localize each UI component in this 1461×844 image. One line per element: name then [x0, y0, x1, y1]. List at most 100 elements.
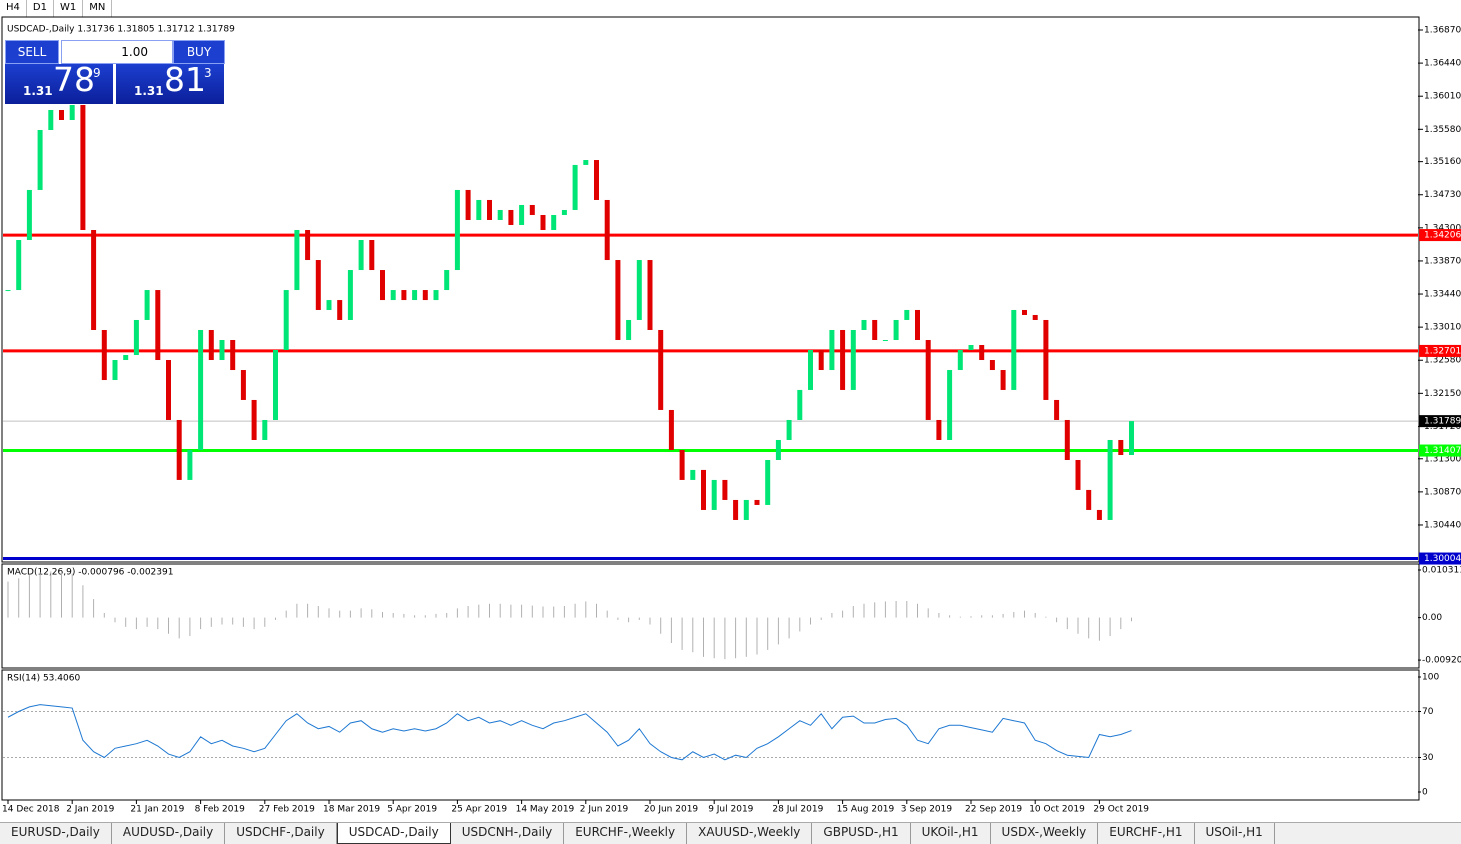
y-tick-label: 1.33870 [1424, 256, 1461, 266]
chart-tab[interactable]: USDCHF-,Daily [225, 823, 337, 844]
x-tick-label: 20 Jun 2019 [644, 805, 698, 815]
candle-body [733, 499, 739, 520]
candle-body [176, 419, 182, 480]
level-label-bg [1419, 344, 1461, 357]
ask-frac: 3 [204, 66, 212, 80]
candle-body [123, 355, 129, 361]
candle-body [519, 204, 525, 225]
candle-body [915, 309, 920, 340]
candle-body [904, 309, 910, 320]
x-tick-label: 25 Apr 2019 [451, 805, 507, 815]
candle-body [775, 439, 781, 461]
candle-body [16, 240, 22, 291]
candle-body [658, 329, 664, 410]
y-tick-label: 1.33440 [1424, 290, 1461, 300]
candle-body [69, 104, 75, 120]
candle-body [454, 189, 460, 271]
candle-body [497, 209, 503, 220]
rsi-line [7, 704, 1132, 761]
candle-body [786, 419, 792, 440]
chart-tab[interactable]: USDX-,Weekly [991, 823, 1099, 844]
candle-body [1064, 419, 1070, 461]
chart-tab[interactable]: EURCHF-,Weekly [564, 823, 688, 844]
candle-body [893, 319, 899, 340]
x-tick-label: 28 Jul 2019 [772, 805, 823, 815]
x-tick-label: 14 Dec 2018 [2, 805, 60, 815]
y-tick-label: 100 [1422, 673, 1439, 683]
x-tick-label: 14 May 2019 [516, 805, 575, 815]
candle-body [347, 270, 353, 320]
level-label: 1.34206 [1424, 231, 1461, 241]
candle-body [166, 360, 171, 420]
x-tick-label: 21 Jan 2019 [130, 805, 184, 815]
candle-body [551, 214, 557, 230]
buy-button[interactable]: BUY [173, 40, 225, 64]
level-label: 1.31407 [1424, 446, 1461, 456]
bid-frac: 9 [93, 66, 101, 80]
y-tick-label: 1.36870 [1424, 26, 1461, 36]
candle-body [604, 199, 610, 261]
x-tick-label: 10 Oct 2019 [1029, 805, 1085, 815]
y-tick-label: 0.010311 [1422, 565, 1461, 575]
level-label-bg [1419, 552, 1461, 565]
candle-body [112, 360, 118, 381]
candle-body [240, 370, 246, 400]
chart-tab[interactable]: GBPUSD-,H1 [812, 823, 911, 844]
candle-body [380, 270, 385, 301]
level-label-bg [1419, 229, 1461, 242]
candle-body [829, 329, 835, 371]
y-tick-label: 1.36010 [1424, 92, 1461, 102]
x-tick-label: 18 Mar 2019 [323, 805, 380, 815]
chart-tab[interactable]: XAUUSD-,Weekly [687, 823, 813, 844]
timeframe-bar: H4 D1 W1 MN [0, 0, 113, 17]
x-tick-label: 9 Jul 2019 [708, 805, 753, 815]
chart: USDCAD-,Daily 1.31736 1.31805 1.31712 1.… [1, 16, 1461, 815]
bid-price[interactable]: 1.31 78 9 [5, 60, 113, 104]
rsi-title: RSI(14) 53.4060 [7, 674, 80, 684]
y-tick-label: 0 [1422, 788, 1428, 798]
chart-tab[interactable]: AUDUSD-,Daily [112, 823, 226, 844]
candle-body [508, 209, 514, 225]
rsi-pane [1, 669, 1420, 801]
y-tick-label: 1.35160 [1424, 157, 1461, 167]
candle-body [326, 300, 332, 310]
candle-body [636, 260, 642, 320]
candle-body [1022, 309, 1027, 315]
chart-tab[interactable]: EURCHF-,H1 [1098, 823, 1195, 844]
candle-body [979, 345, 985, 361]
candle-body [947, 370, 953, 440]
candle-body [529, 204, 535, 215]
ask-price[interactable]: 1.31 81 3 [116, 60, 224, 104]
chart-tab[interactable]: USDCAD-,Daily [336, 823, 451, 844]
level-label-bg [1419, 444, 1461, 457]
candle-body [487, 199, 492, 220]
timeframe-button[interactable]: MN [83, 0, 113, 17]
y-tick-label: 1.31300 [1424, 454, 1461, 464]
chart-title: USDCAD-,Daily 1.31736 1.31805 1.31712 1.… [7, 25, 235, 35]
candle-body [1118, 439, 1124, 456]
y-tick-label: 1.35580 [1424, 125, 1461, 135]
x-tick-label: 8 Feb 2019 [195, 805, 246, 815]
timeframe-button[interactable]: D1 [27, 0, 54, 17]
x-tick-label: 15 Aug 2019 [837, 805, 895, 815]
chart-tab[interactable]: USOil-,H1 [1195, 823, 1275, 844]
chart-tab[interactable]: USDCNH-,Daily [451, 823, 565, 844]
chart-tab[interactable]: EURUSD-,Daily [0, 823, 112, 844]
timeframe-button[interactable]: H4 [0, 0, 27, 17]
candle-body [476, 199, 482, 220]
candle-body [444, 270, 450, 291]
sell-button[interactable]: SELL [5, 40, 59, 64]
y-tick-label: -0.009203 [1422, 656, 1461, 666]
candle-body [743, 499, 749, 520]
lot-input[interactable]: 1.00 [61, 40, 173, 64]
candle-body [390, 290, 396, 301]
chart-tab[interactable]: UKOil-,H1 [911, 823, 991, 844]
candle-body [133, 319, 139, 356]
candle-body [626, 319, 632, 340]
candle-body [155, 290, 161, 361]
x-tick-label: 3 Sep 2019 [901, 805, 953, 815]
one-click-trading: SELL 1.00 BUY 1.31 78 9 1.31 81 3 [5, 40, 225, 105]
timeframe-button[interactable]: W1 [54, 0, 84, 17]
candle-body [1086, 489, 1092, 510]
price-pane [1, 16, 1420, 563]
